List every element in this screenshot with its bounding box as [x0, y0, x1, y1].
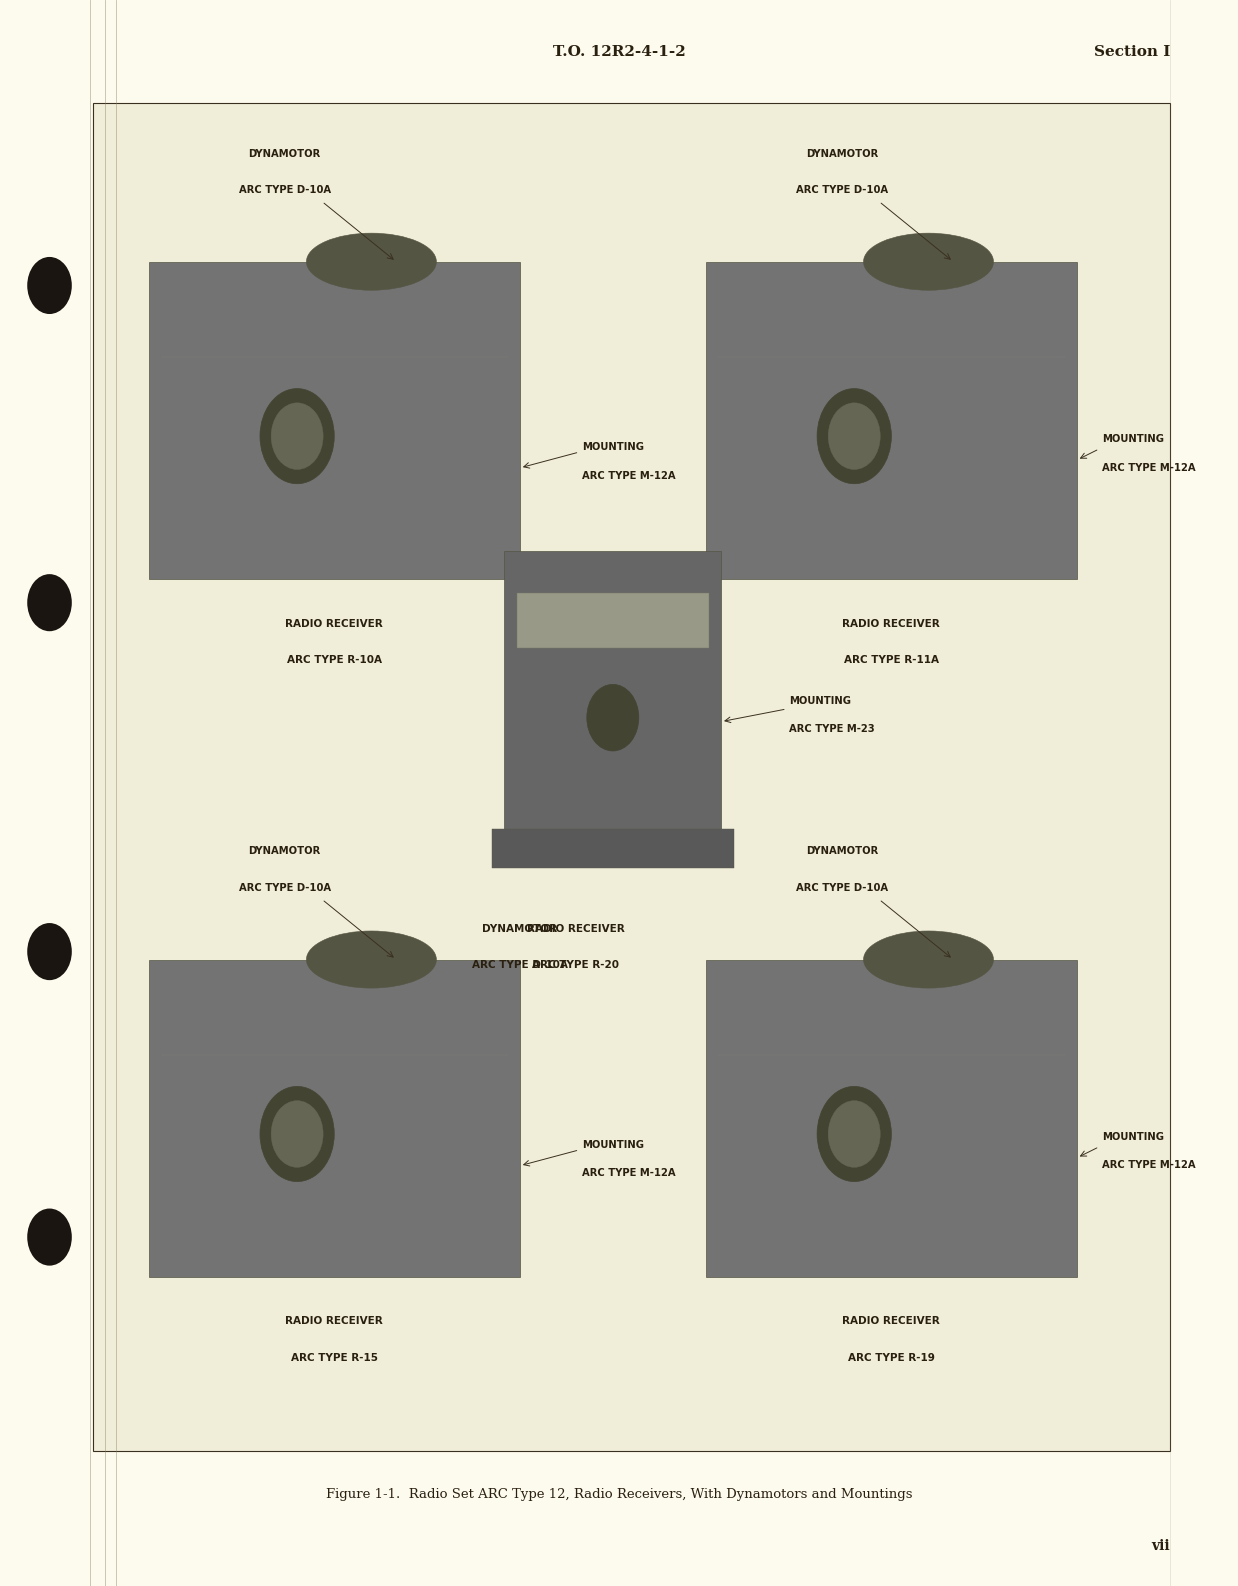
Circle shape [271, 1101, 323, 1167]
Text: ARC TYPE D-10A: ARC TYPE D-10A [239, 883, 331, 893]
Ellipse shape [863, 931, 993, 988]
FancyBboxPatch shape [516, 593, 708, 649]
Circle shape [27, 1209, 72, 1266]
Text: DYNAMOTOR: DYNAMOTOR [249, 149, 321, 159]
Circle shape [260, 1086, 334, 1182]
Circle shape [27, 923, 72, 980]
Circle shape [828, 403, 880, 469]
Circle shape [828, 1101, 880, 1167]
Text: ARC TYPE M-12A: ARC TYPE M-12A [582, 471, 676, 481]
Text: RADIO RECEIVER: RADIO RECEIVER [286, 619, 383, 628]
Text: ARC TYPE R-20: ARC TYPE R-20 [532, 961, 619, 971]
FancyBboxPatch shape [93, 103, 1170, 1451]
Text: MOUNTING: MOUNTING [1102, 1132, 1164, 1142]
Text: MOUNTING: MOUNTING [1102, 435, 1164, 444]
Text: MOUNTING: MOUNTING [582, 442, 644, 452]
Text: ARC TYPE D-10A: ARC TYPE D-10A [239, 186, 331, 195]
Ellipse shape [307, 233, 436, 290]
Text: RADIO RECEIVER: RADIO RECEIVER [843, 1316, 940, 1326]
Circle shape [587, 685, 639, 752]
Text: ARC TYPE R-15: ARC TYPE R-15 [291, 1353, 378, 1362]
FancyBboxPatch shape [491, 829, 733, 869]
Text: DYNAMOTOR: DYNAMOTOR [249, 847, 321, 856]
Text: ARC TYPE D-10A: ARC TYPE D-10A [796, 883, 888, 893]
Text: vii: vii [1151, 1540, 1170, 1553]
Circle shape [27, 574, 72, 631]
Text: Figure 1-1.  Radio Set ARC Type 12, Radio Receivers, With Dynamotors and Mountin: Figure 1-1. Radio Set ARC Type 12, Radio… [326, 1488, 912, 1500]
Text: ARC TYPE M-12A: ARC TYPE M-12A [1102, 463, 1196, 473]
Circle shape [817, 389, 891, 484]
Text: RADIO RECEIVER: RADIO RECEIVER [843, 619, 940, 628]
FancyBboxPatch shape [504, 552, 721, 829]
Circle shape [260, 389, 334, 484]
Text: ARC TYPE R-19: ARC TYPE R-19 [848, 1353, 935, 1362]
Text: DYNAMOTOR: DYNAMOTOR [483, 923, 557, 934]
Text: Section I: Section I [1093, 46, 1170, 59]
Text: MOUNTING: MOUNTING [582, 1140, 644, 1150]
Text: RADIO RECEIVER: RADIO RECEIVER [286, 1316, 383, 1326]
Text: RADIO RECEIVER: RADIO RECEIVER [527, 923, 624, 934]
FancyBboxPatch shape [149, 960, 520, 1277]
Text: ARC TYPE R-11A: ARC TYPE R-11A [844, 655, 938, 665]
Text: ARC TYPE M-12A: ARC TYPE M-12A [582, 1169, 676, 1178]
Ellipse shape [307, 931, 436, 988]
Text: ARC TYPE D-10A: ARC TYPE D-10A [796, 186, 888, 195]
Circle shape [271, 403, 323, 469]
Text: DYNAMOTOR: DYNAMOTOR [806, 847, 878, 856]
Circle shape [27, 257, 72, 314]
Text: ARC TYPE D-10A: ARC TYPE D-10A [472, 961, 568, 971]
Text: ARC TYPE M-12A: ARC TYPE M-12A [1102, 1161, 1196, 1170]
FancyBboxPatch shape [149, 262, 520, 579]
FancyBboxPatch shape [706, 262, 1077, 579]
Text: T.O. 12R2-4-1-2: T.O. 12R2-4-1-2 [552, 46, 686, 59]
Circle shape [817, 1086, 891, 1182]
Text: DYNAMOTOR: DYNAMOTOR [806, 149, 878, 159]
Text: MOUNTING: MOUNTING [790, 696, 852, 706]
Text: ARC TYPE R-10A: ARC TYPE R-10A [287, 655, 381, 665]
FancyBboxPatch shape [706, 960, 1077, 1277]
Text: ARC TYPE M-23: ARC TYPE M-23 [790, 725, 875, 734]
Ellipse shape [863, 233, 993, 290]
